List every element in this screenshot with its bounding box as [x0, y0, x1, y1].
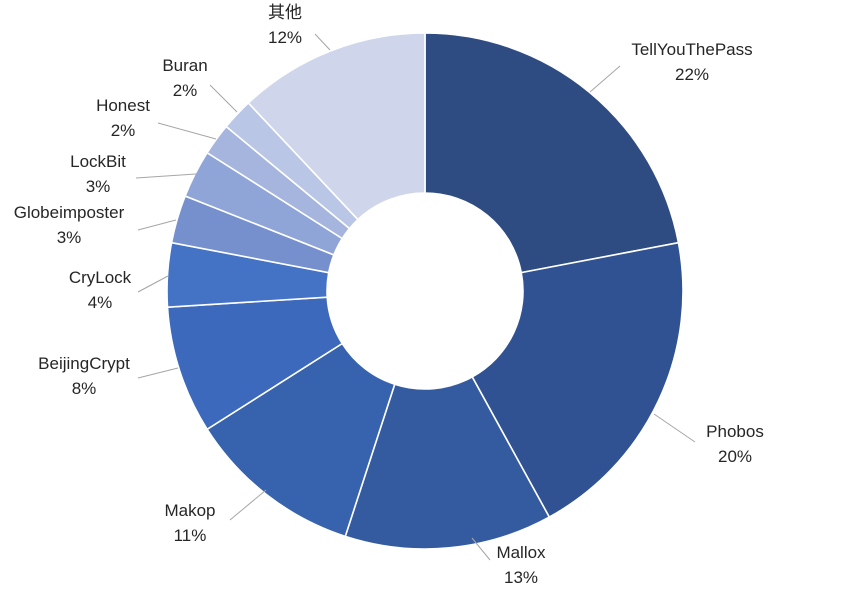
slice-label-phobos: Phobos: [706, 422, 764, 441]
leader-line-globeimposter: [137, 219, 177, 231]
leader-line-other-10: [314, 33, 331, 51]
slice-percent-globeimposter: 3%: [57, 228, 82, 247]
slice-label-tellyouthepass: TellYouThePass: [631, 40, 752, 59]
slice-mallox: [344, 375, 551, 550]
slice-percent-tellyouthepass: 22%: [675, 65, 709, 84]
leader-line-makop: [229, 489, 267, 521]
slice-percent-other-10: 12%: [268, 28, 302, 47]
slice-label-honest: Honest: [96, 96, 150, 115]
slice-label-makop: Makop: [164, 501, 215, 520]
slice-label-crylock: CryLock: [69, 268, 132, 287]
slice-percent-honest: 2%: [111, 121, 136, 140]
leader-line-honest: [157, 122, 217, 140]
slice-makop: [206, 342, 396, 538]
slice-label-buran: Buran: [162, 56, 207, 75]
slice-percent-crylock: 4%: [88, 293, 113, 312]
slice-other-10: [247, 32, 426, 221]
slice-percent-beijingcrypt: 8%: [72, 379, 97, 398]
slice-percent-makop: 11%: [174, 526, 207, 545]
slice-percent-phobos: 20%: [718, 447, 752, 466]
slice-tellyouthepass: [424, 32, 680, 274]
leader-line-tellyouthepass: [589, 65, 621, 93]
leader-line-crylock: [137, 275, 169, 293]
slice-label-beijingcrypt: BeijingCrypt: [38, 354, 130, 373]
labels-layer: TellYouThePass 22% Phobos 20% Mallox 13% Makop…: [14, 3, 764, 587]
slice-label-globeimposter: Globeimposter: [14, 203, 125, 222]
slices-layer: [166, 32, 684, 550]
leader-line-buran: [209, 84, 238, 113]
leader-line-phobos: [653, 413, 696, 443]
slice-label-other-10: 其他: [268, 3, 302, 22]
leader-line-beijingcrypt: [137, 367, 179, 379]
slice-percent-mallox: 13%: [504, 568, 538, 587]
slice-percent-buran: 2%: [173, 81, 198, 100]
slice-percent-lockbit: 3%: [86, 177, 111, 196]
leader-line-lockbit: [135, 173, 197, 179]
slice-phobos: [471, 241, 684, 519]
leader-line-mallox: [471, 537, 491, 561]
leader-lines-layer: [135, 33, 696, 561]
slice-label-mallox: Mallox: [496, 543, 546, 562]
slice-label-lockbit: LockBit: [70, 152, 126, 171]
